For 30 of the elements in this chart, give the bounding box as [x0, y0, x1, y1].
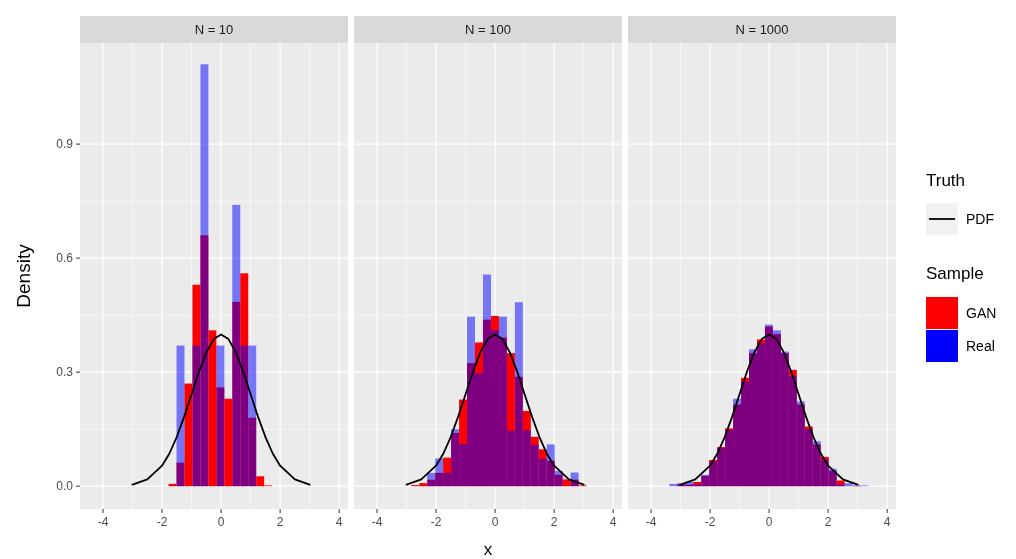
legend-label: Real: [966, 338, 995, 354]
line-series: [131, 333, 311, 486]
x-tick-label: -2: [430, 515, 442, 529]
legend-label: PDF: [966, 211, 994, 227]
x-tick-label: -2: [704, 515, 716, 529]
y-tick-label: 0.0: [56, 479, 74, 494]
x-axis-title: x: [483, 540, 493, 559]
x-tick-label: 2: [276, 515, 284, 529]
x-tick-label: 0: [491, 515, 499, 529]
chart-title: N = 1000: [735, 22, 789, 37]
text: Truth: [926, 171, 966, 190]
chart-title: N = 10: [194, 22, 234, 37]
legend-title: Sample: [926, 264, 984, 283]
x-tick-label: 4: [883, 515, 891, 529]
legend-label: GAN: [966, 305, 997, 321]
y-tick-label: 0.9: [56, 137, 74, 152]
x-tick-label: -4: [97, 515, 109, 529]
x-tick-label: 2: [550, 515, 558, 529]
x-tick-label: 4: [335, 515, 343, 529]
x-tick-label: 0: [217, 515, 225, 529]
x-tick-label: 0: [765, 515, 773, 529]
x-tick-label: -2: [156, 515, 168, 529]
chart-title: N = 100: [465, 22, 511, 37]
x-tick-label: -4: [371, 515, 383, 529]
y-axis-title: Density: [13, 243, 34, 308]
y-tick-label: 0.6: [56, 251, 74, 266]
x-tick-label: 4: [609, 515, 617, 529]
x-tick-label: 2: [824, 515, 832, 529]
y-tick-label: 0.3: [56, 365, 74, 380]
x-tick-label: -4: [645, 515, 657, 529]
